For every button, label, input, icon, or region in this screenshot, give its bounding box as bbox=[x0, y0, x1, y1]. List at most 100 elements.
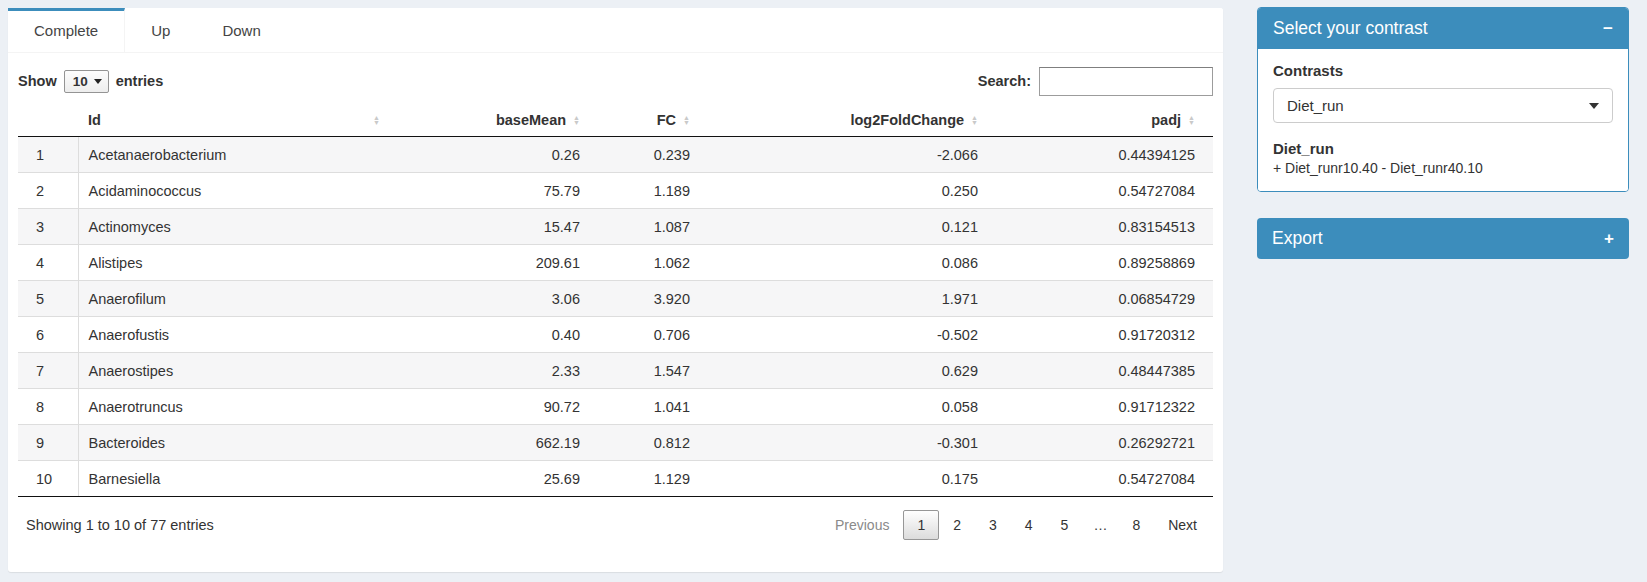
search-input[interactable] bbox=[1039, 67, 1213, 96]
cell-log2foldchange: 0.058 bbox=[700, 389, 988, 425]
column-label: FC bbox=[657, 112, 676, 128]
cell-basemean: 209.61 bbox=[390, 245, 590, 281]
export-panel: Export + bbox=[1257, 218, 1629, 259]
table-row: 2Acidaminococcus75.791.1890.2500.5472708… bbox=[18, 173, 1213, 209]
contrast-panel-header[interactable]: Select your contrast − bbox=[1258, 8, 1628, 49]
collapse-minus-icon[interactable]: − bbox=[1603, 20, 1613, 37]
page-length-value: 10 bbox=[73, 74, 88, 89]
cell-basemean: 15.47 bbox=[390, 209, 590, 245]
cell-row-number: 4 bbox=[18, 245, 78, 281]
column-header-log2foldchange[interactable]: log2FoldChange ▲▼ bbox=[700, 104, 988, 137]
page-button-previous[interactable]: Previous bbox=[821, 510, 903, 540]
pagination: Previous12345…8Next bbox=[821, 510, 1211, 540]
column-header-id[interactable]: Id ▲▼ bbox=[78, 104, 390, 137]
contrasts-label: Contrasts bbox=[1273, 62, 1613, 79]
cell-padj: 0.91712322 bbox=[988, 389, 1213, 425]
table-header: Id▲▼baseMean▲▼FC▲▼log2FoldChange▲▼padj▲▼ bbox=[18, 104, 1213, 137]
table-row: 8Anaerotruncus90.721.0410.0580.91712322 bbox=[18, 389, 1213, 425]
cell-log2foldchange: 0.121 bbox=[700, 209, 988, 245]
table-row: 4Alistipes209.611.0620.0860.89258869 bbox=[18, 245, 1213, 281]
entries-label: entries bbox=[116, 73, 164, 89]
table-row: 5Anaerofilum3.063.9201.9710.06854729 bbox=[18, 281, 1213, 317]
table-row: 6Anaerofustis0.400.706-0.5020.91720312 bbox=[18, 317, 1213, 353]
cell-fc: 1.041 bbox=[590, 389, 700, 425]
cell-row-number: 6 bbox=[18, 317, 78, 353]
show-label: Show bbox=[18, 73, 57, 89]
page-button-8[interactable]: 8 bbox=[1118, 510, 1154, 540]
sort-both-icon: ▲▼ bbox=[373, 115, 380, 125]
cell-basemean: 0.26 bbox=[390, 137, 590, 173]
cell-id: Barnesiella bbox=[78, 461, 390, 497]
export-panel-header[interactable]: Export + bbox=[1257, 218, 1629, 259]
cell-fc: 0.706 bbox=[590, 317, 700, 353]
contrast-dropdown[interactable]: Diet_run bbox=[1273, 88, 1613, 123]
tabs: CompleteUpDown bbox=[8, 8, 1223, 53]
cell-id: Alistipes bbox=[78, 245, 390, 281]
cell-fc: 1.087 bbox=[590, 209, 700, 245]
cell-log2foldchange: 0.629 bbox=[700, 353, 988, 389]
cell-log2foldchange: 0.250 bbox=[700, 173, 988, 209]
cell-log2foldchange: 0.175 bbox=[700, 461, 988, 497]
sort-both-icon: ▲▼ bbox=[683, 115, 690, 125]
column-label: Id bbox=[88, 112, 101, 128]
collapse-plus-icon[interactable]: + bbox=[1604, 230, 1614, 247]
column-header-padj[interactable]: padj▲▼ bbox=[988, 104, 1213, 137]
cell-basemean: 662.19 bbox=[390, 425, 590, 461]
table-row: 3Actinomyces15.471.0870.1210.83154513 bbox=[18, 209, 1213, 245]
page-button-next[interactable]: Next bbox=[1154, 510, 1211, 540]
cell-row-number: 8 bbox=[18, 389, 78, 425]
table-row: 1Acetanaerobacterium0.260.239-2.0660.443… bbox=[18, 137, 1213, 173]
results-box: CompleteUpDown Show 10 entries Search: I… bbox=[8, 8, 1223, 572]
cell-id: Actinomyces bbox=[78, 209, 390, 245]
column-label: padj bbox=[1151, 112, 1181, 128]
page-button-5[interactable]: 5 bbox=[1047, 510, 1083, 540]
cell-id: Anaerofustis bbox=[78, 317, 390, 353]
page-length-control: Show 10 entries bbox=[18, 70, 163, 93]
column-label: log2FoldChange bbox=[850, 112, 964, 128]
cell-fc: 3.920 bbox=[590, 281, 700, 317]
column-header-fc[interactable]: FC ▲▼ bbox=[590, 104, 700, 137]
results-table: Id▲▼baseMean▲▼FC▲▼log2FoldChange▲▼padj▲▼… bbox=[18, 104, 1213, 497]
cell-id: Acetanaerobacterium bbox=[78, 137, 390, 173]
cell-fc: 1.062 bbox=[590, 245, 700, 281]
export-panel-title: Export bbox=[1272, 228, 1323, 249]
table-footer: Showing 1 to 10 of 77 entries Previous12… bbox=[18, 497, 1213, 540]
cell-basemean: 25.69 bbox=[390, 461, 590, 497]
column-header-basemean[interactable]: baseMean▲▼ bbox=[390, 104, 590, 137]
cell-padj: 0.89258869 bbox=[988, 245, 1213, 281]
cell-row-number: 9 bbox=[18, 425, 78, 461]
contrast-dropdown-value: Diet_run bbox=[1287, 97, 1344, 114]
cell-id: Acidaminococcus bbox=[78, 173, 390, 209]
cell-fc: 0.812 bbox=[590, 425, 700, 461]
cell-id: Anaerotruncus bbox=[78, 389, 390, 425]
cell-fc: 1.129 bbox=[590, 461, 700, 497]
cell-id: Anaerofilum bbox=[78, 281, 390, 317]
cell-id: Bacteroides bbox=[78, 425, 390, 461]
page-button-4[interactable]: 4 bbox=[1011, 510, 1047, 540]
cell-log2foldchange: 0.086 bbox=[700, 245, 988, 281]
page-length-select[interactable]: 10 bbox=[64, 70, 109, 93]
tab-down[interactable]: Down bbox=[196, 8, 286, 52]
sort-both-icon: ▲▼ bbox=[573, 115, 580, 125]
page-button-3[interactable]: 3 bbox=[975, 510, 1011, 540]
cell-padj: 0.91720312 bbox=[988, 317, 1213, 353]
cell-padj: 0.54727084 bbox=[988, 461, 1213, 497]
page-button-1[interactable]: 1 bbox=[903, 510, 939, 540]
contrast-panel: Select your contrast − Contrasts Diet_ru… bbox=[1257, 7, 1629, 192]
cell-basemean: 75.79 bbox=[390, 173, 590, 209]
caret-down-icon bbox=[1589, 103, 1599, 109]
cell-row-number: 1 bbox=[18, 137, 78, 173]
tab-up[interactable]: Up bbox=[125, 8, 196, 52]
cell-row-number: 2 bbox=[18, 173, 78, 209]
cell-row-number: 3 bbox=[18, 209, 78, 245]
cell-row-number: 5 bbox=[18, 281, 78, 317]
cell-padj: 0.26292721 bbox=[988, 425, 1213, 461]
tab-complete[interactable]: Complete bbox=[8, 8, 125, 52]
contrast-panel-title: Select your contrast bbox=[1273, 18, 1428, 39]
table-body: 1Acetanaerobacterium0.260.239-2.0660.443… bbox=[18, 137, 1213, 497]
cell-basemean: 2.33 bbox=[390, 353, 590, 389]
sort-both-icon: ▲▼ bbox=[971, 115, 978, 125]
contrast-panel-body: Contrasts Diet_run Diet_run + Diet_runr1… bbox=[1258, 49, 1628, 191]
page-button-2[interactable]: 2 bbox=[939, 510, 975, 540]
search-control: Search: bbox=[978, 67, 1213, 96]
